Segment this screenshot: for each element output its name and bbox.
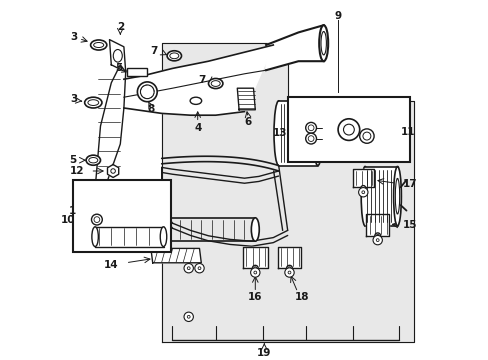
Ellipse shape (359, 129, 373, 143)
Bar (73, 180, 170, 252)
Ellipse shape (167, 51, 181, 61)
Ellipse shape (337, 119, 359, 140)
Bar (278, 101, 317, 166)
Ellipse shape (185, 265, 191, 271)
Polygon shape (151, 248, 201, 263)
Text: 15: 15 (402, 220, 417, 230)
Polygon shape (237, 88, 255, 110)
Ellipse shape (273, 101, 283, 166)
Text: 5: 5 (69, 155, 76, 165)
Text: 7: 7 (150, 46, 158, 56)
Polygon shape (242, 247, 267, 268)
Text: 16: 16 (247, 292, 262, 302)
Text: 11: 11 (400, 127, 415, 137)
Ellipse shape (305, 122, 316, 133)
Circle shape (372, 235, 382, 245)
Text: 3: 3 (70, 32, 77, 42)
Text: 6: 6 (244, 117, 251, 127)
Bar (287, 97, 409, 162)
Circle shape (183, 312, 193, 321)
Ellipse shape (360, 186, 365, 190)
Polygon shape (109, 40, 125, 72)
Text: 1: 1 (69, 206, 76, 216)
Ellipse shape (91, 214, 102, 225)
Circle shape (194, 264, 204, 273)
Text: 9: 9 (334, 11, 341, 21)
Ellipse shape (251, 218, 259, 241)
Text: 18: 18 (294, 292, 309, 302)
Text: 4: 4 (194, 123, 201, 133)
Ellipse shape (90, 40, 106, 50)
Ellipse shape (208, 78, 223, 89)
Text: 8: 8 (147, 104, 154, 114)
Polygon shape (107, 165, 119, 177)
Text: 19: 19 (257, 348, 271, 358)
Ellipse shape (161, 218, 169, 241)
Text: 13: 13 (272, 128, 286, 138)
Bar (127, 68, 147, 76)
Polygon shape (277, 247, 301, 268)
Ellipse shape (160, 227, 166, 247)
Ellipse shape (86, 155, 101, 165)
Text: 7: 7 (198, 75, 205, 85)
Ellipse shape (374, 233, 380, 239)
Circle shape (183, 264, 193, 273)
Polygon shape (365, 214, 388, 236)
Text: 2: 2 (117, 22, 123, 32)
Polygon shape (162, 43, 413, 342)
Circle shape (358, 188, 367, 197)
Polygon shape (123, 45, 273, 115)
Polygon shape (352, 169, 373, 187)
Ellipse shape (319, 25, 327, 61)
Ellipse shape (84, 97, 102, 108)
Bar (365, 166, 397, 226)
Polygon shape (265, 25, 323, 70)
Ellipse shape (190, 97, 201, 104)
Circle shape (250, 268, 260, 277)
Ellipse shape (361, 166, 368, 226)
Text: 10: 10 (61, 215, 75, 225)
Circle shape (284, 268, 294, 277)
Text: 14: 14 (103, 260, 118, 270)
Ellipse shape (286, 265, 292, 271)
Ellipse shape (92, 227, 98, 247)
Ellipse shape (305, 133, 316, 144)
Text: 17: 17 (402, 179, 417, 189)
Ellipse shape (393, 166, 401, 226)
Bar (84, 193, 107, 234)
Polygon shape (95, 65, 125, 189)
Text: 3: 3 (70, 94, 77, 104)
Ellipse shape (252, 265, 258, 271)
Ellipse shape (137, 82, 157, 102)
Text: 5: 5 (115, 63, 122, 73)
Ellipse shape (312, 101, 322, 166)
Text: 12: 12 (70, 166, 84, 176)
